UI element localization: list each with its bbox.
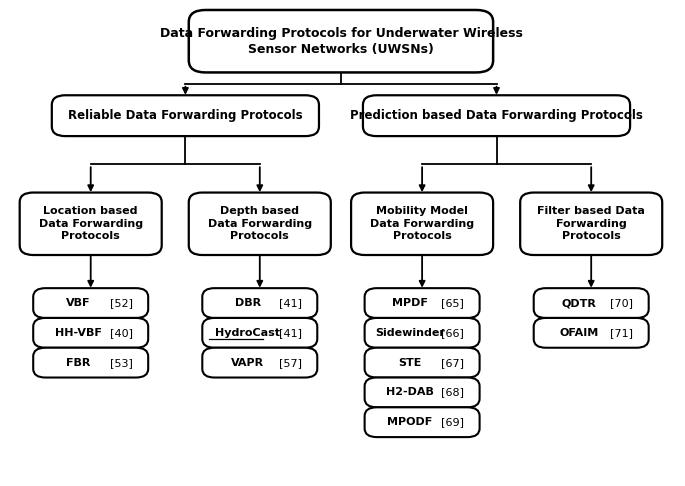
Text: [57]: [57]: [279, 358, 301, 367]
Text: HH-VBF: HH-VBF: [55, 328, 102, 338]
Text: MPODF: MPODF: [387, 417, 432, 427]
Text: [65]: [65]: [441, 298, 464, 308]
Text: Location based
Data Forwarding
Protocols: Location based Data Forwarding Protocols: [38, 207, 142, 241]
FancyBboxPatch shape: [202, 348, 317, 378]
Text: [40]: [40]: [110, 328, 133, 338]
Text: Depth based
Data Forwarding
Protocols: Depth based Data Forwarding Protocols: [208, 207, 312, 241]
FancyBboxPatch shape: [20, 192, 162, 255]
Text: [66]: [66]: [441, 328, 464, 338]
Text: Mobility Model
Data Forwarding
Protocols: Mobility Model Data Forwarding Protocols: [370, 207, 474, 241]
FancyBboxPatch shape: [534, 288, 649, 318]
FancyBboxPatch shape: [351, 192, 493, 255]
FancyBboxPatch shape: [33, 348, 148, 378]
Text: Data Forwarding Protocols for Underwater Wireless
Sensor Networks (UWSNs): Data Forwarding Protocols for Underwater…: [160, 27, 523, 56]
FancyBboxPatch shape: [364, 407, 480, 437]
Text: VAPR: VAPR: [231, 358, 264, 367]
FancyBboxPatch shape: [534, 318, 649, 348]
FancyBboxPatch shape: [33, 318, 148, 348]
FancyBboxPatch shape: [520, 192, 662, 255]
Text: Prediction based Data Forwarding Protocols: Prediction based Data Forwarding Protoco…: [350, 109, 643, 122]
FancyBboxPatch shape: [364, 348, 480, 378]
FancyBboxPatch shape: [363, 95, 630, 136]
FancyBboxPatch shape: [364, 378, 480, 407]
Text: OFAIM: OFAIM: [560, 328, 599, 338]
Text: [53]: [53]: [110, 358, 133, 367]
Text: Filter based Data
Forwarding
Protocols: Filter based Data Forwarding Protocols: [537, 207, 645, 241]
FancyBboxPatch shape: [202, 288, 317, 318]
FancyBboxPatch shape: [189, 192, 331, 255]
Text: [70]: [70]: [610, 298, 633, 308]
FancyBboxPatch shape: [33, 288, 148, 318]
Text: [67]: [67]: [441, 358, 464, 367]
Text: [41]: [41]: [279, 328, 301, 338]
Text: VBF: VBF: [66, 298, 91, 308]
Text: [41]: [41]: [279, 298, 301, 308]
FancyBboxPatch shape: [364, 288, 480, 318]
Text: H2-DAB: H2-DAB: [386, 387, 434, 398]
FancyBboxPatch shape: [202, 318, 317, 348]
Text: Reliable Data Forwarding Protocols: Reliable Data Forwarding Protocols: [68, 109, 303, 122]
Text: HydroCast: HydroCast: [215, 328, 280, 338]
Text: [52]: [52]: [110, 298, 133, 308]
Text: [71]: [71]: [610, 328, 633, 338]
Text: STE: STE: [398, 358, 422, 367]
Text: [68]: [68]: [441, 387, 464, 398]
Text: Sidewinder: Sidewinder: [375, 328, 445, 338]
FancyBboxPatch shape: [189, 10, 493, 72]
Text: [69]: [69]: [441, 417, 464, 427]
Text: MPDF: MPDF: [392, 298, 428, 308]
Text: FBR: FBR: [66, 358, 90, 367]
Text: QDTR: QDTR: [562, 298, 597, 308]
FancyBboxPatch shape: [52, 95, 319, 136]
Text: DBR: DBR: [234, 298, 261, 308]
FancyBboxPatch shape: [364, 318, 480, 348]
